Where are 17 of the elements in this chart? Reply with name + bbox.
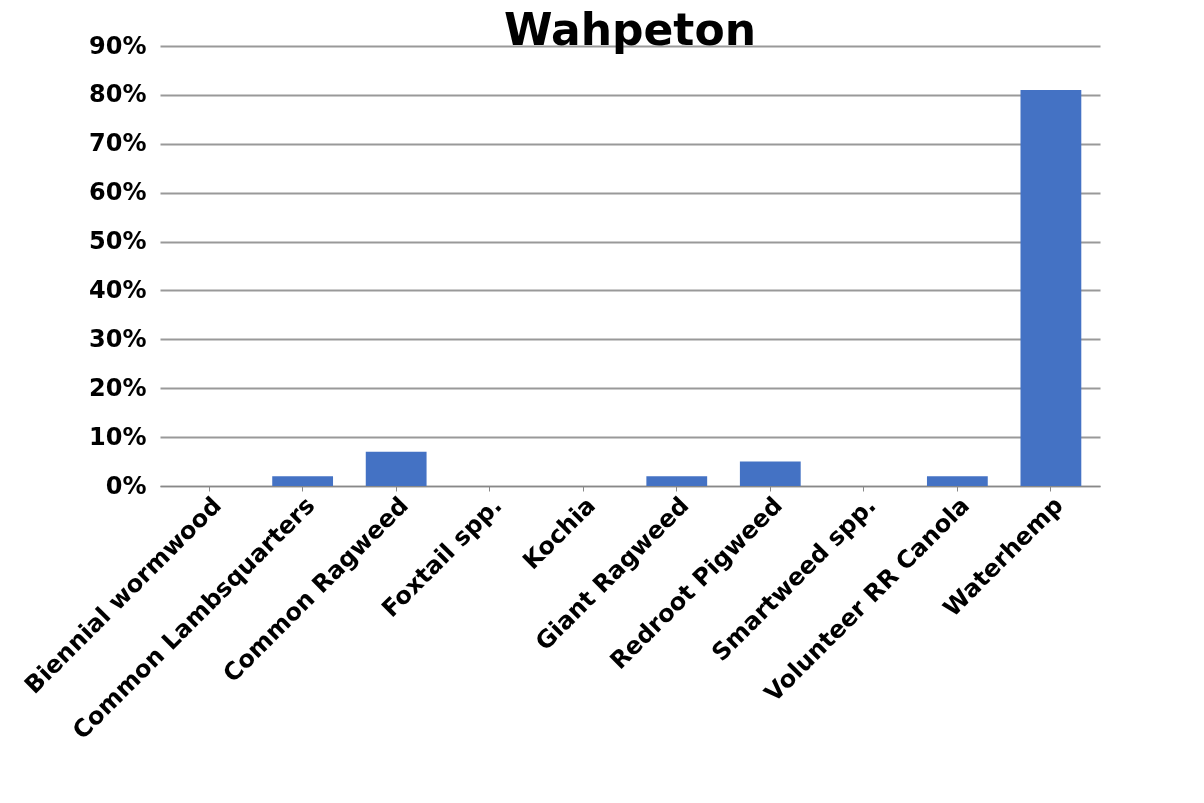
y-tick-label: 0% [105,471,147,500]
bar [365,451,427,486]
y-tick-label: 20% [89,373,147,402]
y-tick-label: 10% [89,422,147,451]
y-tick-label: 30% [89,324,147,353]
y-tick-label: 60% [89,178,147,207]
bar [272,476,334,486]
y-tick-label: 90% [89,31,147,60]
bar [646,476,708,486]
bar [926,476,988,486]
y-tick-label: 40% [89,275,147,304]
y-tick-label: 50% [89,227,147,256]
bar [1020,90,1082,486]
y-tick-label: 70% [89,129,147,158]
bar [739,461,801,486]
y-tick-label: 80% [89,80,147,109]
chart-title: Wahpeton [504,4,756,55]
